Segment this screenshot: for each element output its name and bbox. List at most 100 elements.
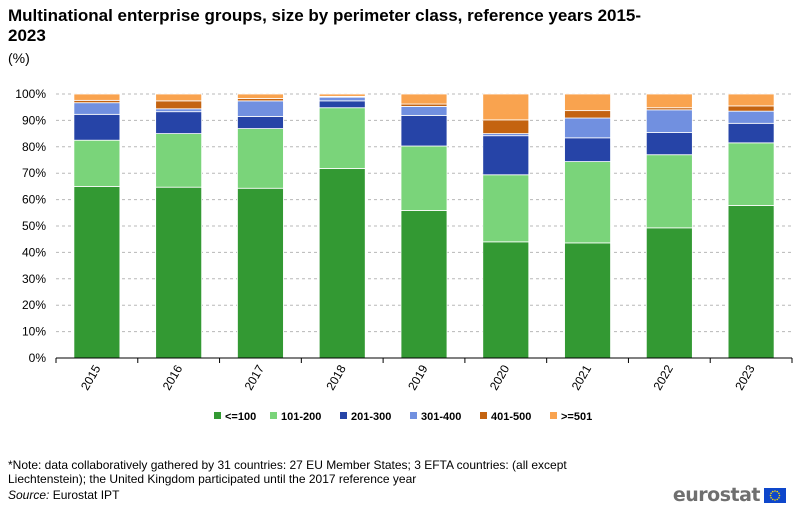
x-tick-label: 2019 xyxy=(405,362,431,392)
bar-segment xyxy=(482,174,530,243)
eurostat-logo: eurostat xyxy=(673,484,786,506)
flag-star xyxy=(769,494,772,496)
flag-star xyxy=(771,498,774,500)
unit-label: (%) xyxy=(8,50,30,66)
x-tick-label: 2021 xyxy=(569,362,595,392)
bar-segment xyxy=(400,93,448,105)
flag-star xyxy=(776,490,779,492)
legend-label: 401-500 xyxy=(491,411,531,423)
legend-label: 101-200 xyxy=(281,411,321,423)
bar-segment xyxy=(645,154,693,229)
bar-segment xyxy=(237,128,284,189)
bar-segment xyxy=(73,139,121,187)
x-tick-label: 2023 xyxy=(732,362,758,392)
bar-segment xyxy=(727,93,775,107)
y-tick-label: 70% xyxy=(22,166,46,180)
bar-segment xyxy=(400,106,448,116)
bar-segment xyxy=(155,133,203,188)
bar-segment xyxy=(564,110,611,119)
legend: <=100 101-200 201-300 301-400 401-500 >=501 xyxy=(214,411,592,423)
bar-segment xyxy=(155,93,203,102)
legend-swatch xyxy=(214,412,221,419)
legend-swatch xyxy=(550,412,557,419)
bar-segment xyxy=(727,122,775,144)
source-value: Eurostat IPT xyxy=(52,488,120,502)
bar-segment xyxy=(564,161,611,244)
y-tick-label: 100% xyxy=(15,87,46,101)
bar-segment xyxy=(155,100,203,110)
bar-segment xyxy=(237,93,284,99)
bar-segment xyxy=(482,241,530,359)
bar-segment xyxy=(482,93,530,121)
y-tick-label: 0% xyxy=(29,351,47,365)
chart-title: Multinational enterprise groups, size by… xyxy=(8,6,642,45)
stacked-bar-chart: 0% 10% 20% 30% 40% 50% 60% 70% 80% 90% 100% 2015 201… xyxy=(15,87,793,423)
bar-segment xyxy=(564,242,611,359)
legend-label: >=501 xyxy=(561,411,592,423)
source-label: Source: xyxy=(8,488,50,502)
flag-star xyxy=(776,498,779,500)
bar-segment xyxy=(318,168,366,359)
bar-segment xyxy=(564,117,611,139)
y-tick-label: 60% xyxy=(22,193,46,207)
bar-segment xyxy=(155,186,203,359)
bar-segment xyxy=(727,142,775,206)
x-tick-label: 2022 xyxy=(650,362,676,392)
y-tick-label: 50% xyxy=(22,219,46,233)
source-line: Source: Eurostat IPT xyxy=(8,488,119,502)
bar-segment xyxy=(237,187,284,359)
x-tick-label: 2020 xyxy=(487,362,513,392)
bar-segment xyxy=(727,110,775,124)
flag-star xyxy=(778,491,780,494)
bar-segment xyxy=(400,114,448,147)
bar-segment xyxy=(155,108,203,113)
y-tick-label: 90% xyxy=(22,113,46,127)
bar-segment xyxy=(645,93,693,109)
footnote: *Note: data collaboratively gathered by … xyxy=(8,458,567,486)
bar-segment xyxy=(318,107,366,169)
flag-star xyxy=(778,496,780,499)
bar-segment xyxy=(73,93,121,101)
bar-segment xyxy=(645,109,693,133)
y-tick-label: 40% xyxy=(22,245,46,259)
bar-segment xyxy=(318,100,366,109)
x-tick-label: 2016 xyxy=(160,362,186,392)
flag-star xyxy=(774,498,776,501)
bars xyxy=(73,93,775,359)
bar-segment xyxy=(73,185,121,359)
y-tick-label: 80% xyxy=(22,140,46,154)
bar-segment xyxy=(237,100,284,117)
flag-star xyxy=(778,494,781,496)
y-tick-label: 10% xyxy=(22,325,46,339)
flag-star xyxy=(774,489,776,492)
bar-segment xyxy=(564,137,611,162)
bar-segment xyxy=(645,132,693,156)
bar-segment xyxy=(645,227,693,359)
x-tick-label: 2017 xyxy=(242,362,268,392)
bar-segment xyxy=(400,145,448,211)
flag-star xyxy=(770,491,772,494)
legend-swatch xyxy=(340,412,347,419)
flag-star xyxy=(771,490,774,492)
logo-text: eurostat xyxy=(672,484,761,506)
eu-flag-icon xyxy=(764,487,786,503)
x-tick-label: 2015 xyxy=(78,362,104,392)
bar-segment xyxy=(727,205,775,359)
legend-label: 201-300 xyxy=(351,411,391,423)
bar-segment xyxy=(155,111,203,135)
y-tick-label: 20% xyxy=(22,298,46,312)
bar-segment xyxy=(318,93,366,97)
legend-label: 301-400 xyxy=(421,411,461,423)
bar-segment xyxy=(400,210,448,359)
bar-segment xyxy=(727,105,775,112)
bar-segment xyxy=(73,102,121,115)
legend-swatch xyxy=(410,412,417,419)
bar-segment xyxy=(482,119,530,135)
legend-swatch xyxy=(480,412,487,419)
bar-segment xyxy=(318,96,366,102)
x-tick-label: 2018 xyxy=(323,362,349,392)
bar-segment xyxy=(73,113,121,141)
y-tick-label: 30% xyxy=(22,272,46,286)
bar-segment xyxy=(482,135,530,176)
flag-star xyxy=(770,496,772,499)
